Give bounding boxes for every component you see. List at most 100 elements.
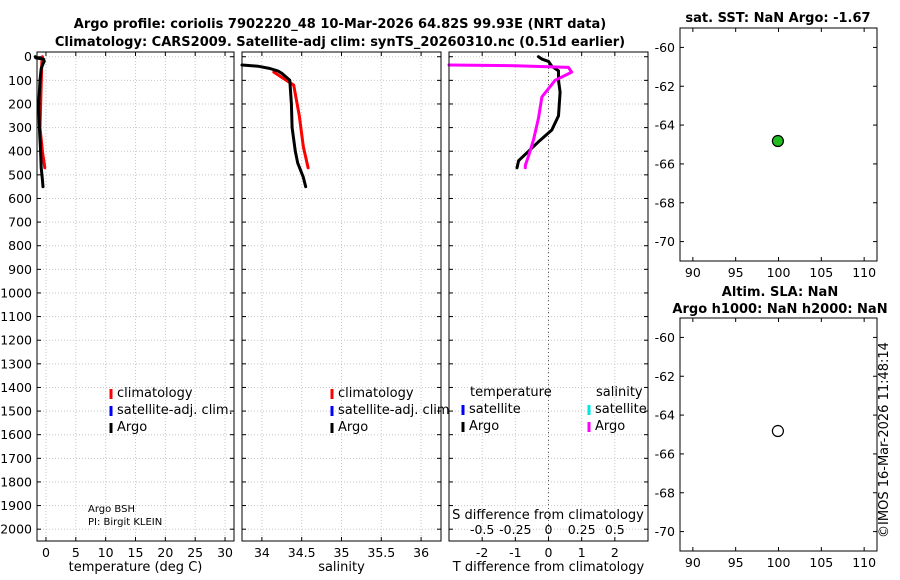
y-tick-label: 1600 (0, 427, 32, 442)
x-tick-label: 1 (578, 545, 586, 560)
x-tick-label: 90 (685, 555, 701, 570)
y-tick-label: -68 (655, 195, 675, 210)
x-tick-label: 105 (809, 555, 833, 570)
y-tick-label: -64 (655, 408, 675, 423)
y-tick-label: 0 (24, 49, 32, 64)
legend-temperature-header: temperature (470, 385, 552, 400)
figure-title-line2: Climatology: CARS2009. Satellite-adj cli… (55, 35, 625, 50)
y-tick-label: 1700 (0, 451, 32, 466)
x-tick-label: 34.5 (288, 545, 316, 560)
x-tick-label: 36 (413, 545, 429, 560)
y-tick-label: 1100 (0, 309, 32, 324)
x-tick-label: -1 (509, 545, 521, 560)
legend-climatology-label: climatology (117, 386, 193, 401)
argo-location-marker (771, 134, 785, 148)
legend-t-argo-label: Argo (469, 419, 499, 434)
float-pi: PI: Birgit KLEIN (88, 517, 162, 528)
s-axis-label: S difference from climatology (452, 508, 644, 523)
x-tick-label: 2 (611, 545, 619, 560)
x-tick-label: 110 (852, 265, 876, 280)
y-tick-label: 1200 (0, 333, 32, 348)
y-tick-label: 1300 (0, 356, 32, 371)
y-tick-label: 1900 (0, 498, 32, 513)
y-tick-label: 1800 (0, 474, 32, 489)
difference-panel: -2 -1 0 1 2T difference from climatology temp… (447, 51, 649, 575)
y-tick-label: 300 (8, 120, 32, 135)
y-tick-label: 900 (8, 262, 32, 277)
x-tick-label: 25 (187, 545, 203, 560)
x-tick-label: 110 (852, 555, 876, 570)
plot-area (242, 52, 441, 541)
y-tick-label: -62 (655, 369, 675, 384)
y-tick-label: -64 (655, 118, 675, 133)
figure-title-line1: Argo profile: coriolis 7902220_48 10-Mar… (74, 17, 606, 32)
x-tick-label: 35 (334, 545, 350, 560)
legend-satellite-adj-label: satellite-adj. clim. (117, 403, 233, 418)
x-tick-label: 95 (728, 265, 744, 280)
y-tick-label: -62 (655, 79, 675, 94)
temperature-panel: 0 5 10 15 20 25 30 temperature (deg C) 0 100 200 30… (0, 49, 235, 575)
y-tick-label: 2000 (0, 522, 32, 537)
x-tick-label: 105 (809, 265, 833, 280)
float-owner: Argo BSH (88, 504, 135, 515)
x-tick-label: 5 (72, 545, 80, 560)
x-tick-label: 100 (767, 265, 791, 280)
sst-map-title: sat. SST: NaN Argo: -1.67 (685, 11, 870, 26)
x-tick-label: 10 (98, 545, 114, 560)
salinity-panel: 34 34.5 35 35.5 36 salinity climatology satelli… (240, 51, 454, 575)
x-tick-label: 30 (217, 545, 233, 560)
s-tick-label: -0.5 (470, 522, 494, 537)
legend-satellite-adj-label: satellite-adj. clim. (338, 403, 454, 418)
legend-argo-label: Argo (338, 420, 368, 435)
sla-map-title-line2: Argo h1000: NaN h2000: NaN (672, 302, 887, 317)
x-tick-label: 34 (254, 545, 270, 560)
sst-map-panel: 90 95 100 105 110 -60 -62 -64 -66 -68 -70 sat. SST:… (655, 11, 878, 280)
argo-location-marker (771, 424, 785, 438)
legend-salinity-header: salinity (596, 385, 643, 400)
x-tick-label: 100 (767, 555, 791, 570)
plot-area (37, 52, 234, 541)
s-tick-label: 0 (545, 522, 553, 537)
y-tick-label: 700 (8, 215, 32, 230)
y-tick-label: 1000 (0, 285, 32, 300)
series-line-s-argo (447, 63, 574, 170)
imos-credit: ©IMOS 16-Mar-2026 11:48:14 (877, 342, 892, 538)
s-tick-label: 0.25 (568, 522, 596, 537)
legend-s-satellite-label: satellite (595, 402, 647, 417)
y-tick-label: -60 (655, 330, 675, 345)
sla-map-panel: 90 95 100 105 110 -60 -62 -64 -66 -68 -70 Altim. SL… (655, 285, 888, 570)
sla-map-title-line1: Altim. SLA: NaN (722, 285, 838, 300)
y-tick-label: -68 (655, 485, 675, 500)
x-tick-label: 95 (728, 555, 744, 570)
y-tick-label: 100 (8, 73, 32, 88)
x-tick-label: 35.5 (367, 545, 395, 560)
x-tick-label: 15 (128, 545, 144, 560)
y-tick-label: -66 (655, 156, 675, 171)
x-tick-label: 20 (157, 545, 173, 560)
y-tick-label: 800 (8, 238, 32, 253)
y-tick-label: 200 (8, 96, 32, 111)
y-tick-label: 1400 (0, 380, 32, 395)
x-axis-label: salinity (318, 560, 365, 575)
series-line-climatology (272, 70, 310, 170)
y-tick-label: -70 (655, 524, 675, 539)
x-axis-label: temperature (deg C) (69, 560, 203, 575)
s-tick-label: -0.25 (499, 522, 531, 537)
y-tick-label: -60 (655, 40, 675, 55)
y-tick-label: 400 (8, 144, 32, 159)
legend-climatology-label: climatology (338, 386, 414, 401)
x-axis-label: T difference from climatology (452, 560, 645, 575)
legend-t-satellite-label: satellite (469, 402, 521, 417)
y-tick-label: 1500 (0, 404, 32, 419)
y-tick-label: -70 (655, 234, 675, 249)
s-tick-label: 0.5 (605, 522, 625, 537)
legend-s-argo-label: Argo (595, 419, 625, 434)
y-tick-label: 600 (8, 191, 32, 206)
y-tick-label: 500 (8, 167, 32, 182)
x-tick-label: 0 (42, 545, 50, 560)
x-tick-label: 90 (685, 265, 701, 280)
series-line-argo (240, 63, 308, 189)
legend-argo-label: Argo (117, 420, 147, 435)
x-tick-label: 0 (545, 545, 553, 560)
